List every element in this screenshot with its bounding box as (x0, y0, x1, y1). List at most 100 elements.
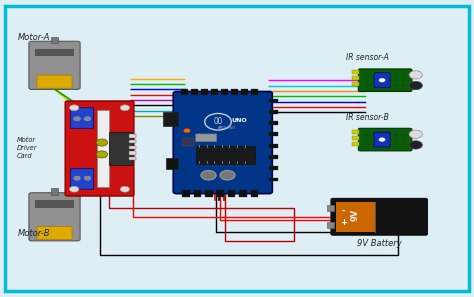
FancyBboxPatch shape (70, 169, 94, 189)
Circle shape (205, 113, 231, 130)
Bar (205, 190, 212, 197)
Bar (109, 132, 132, 165)
Text: OO: OO (213, 117, 223, 126)
Bar (97, 110, 109, 187)
Circle shape (401, 143, 404, 145)
Text: IR sensor-B: IR sensor-B (346, 113, 389, 122)
Bar (129, 157, 136, 160)
Circle shape (366, 143, 369, 145)
Circle shape (366, 139, 369, 140)
Circle shape (84, 176, 91, 180)
Circle shape (394, 143, 397, 145)
Circle shape (380, 75, 383, 77)
Circle shape (366, 134, 369, 136)
Circle shape (401, 79, 404, 81)
FancyBboxPatch shape (374, 73, 390, 88)
Circle shape (379, 138, 385, 142)
FancyBboxPatch shape (29, 41, 80, 89)
Circle shape (74, 176, 80, 180)
Circle shape (373, 75, 376, 77)
Bar (269, 121, 278, 125)
Text: 9V: 9V (351, 209, 360, 222)
Circle shape (373, 139, 376, 140)
Bar (191, 89, 198, 95)
Circle shape (401, 139, 404, 140)
Bar (327, 205, 334, 211)
FancyBboxPatch shape (196, 134, 217, 142)
FancyBboxPatch shape (37, 227, 72, 240)
Bar (51, 188, 58, 195)
Circle shape (387, 84, 390, 86)
Bar (181, 89, 188, 95)
Circle shape (394, 79, 397, 81)
Bar (250, 190, 258, 197)
Bar (352, 82, 359, 86)
Bar (269, 110, 278, 114)
Bar (211, 89, 218, 95)
Circle shape (394, 84, 397, 86)
Bar (269, 144, 278, 148)
Circle shape (120, 105, 130, 111)
Circle shape (387, 134, 390, 136)
Circle shape (69, 105, 79, 111)
FancyBboxPatch shape (331, 199, 427, 235)
Circle shape (120, 186, 130, 192)
Text: UNO: UNO (231, 118, 247, 123)
Circle shape (409, 81, 422, 90)
Circle shape (366, 84, 369, 86)
Circle shape (366, 75, 369, 77)
Bar (327, 222, 334, 228)
Circle shape (96, 139, 108, 146)
Bar (201, 89, 208, 95)
Bar (269, 178, 278, 181)
Bar (269, 155, 278, 159)
FancyBboxPatch shape (37, 75, 72, 88)
Circle shape (96, 151, 108, 158)
FancyBboxPatch shape (196, 146, 255, 164)
Bar (228, 190, 235, 197)
Circle shape (220, 170, 235, 180)
Circle shape (387, 75, 390, 77)
Bar (251, 89, 257, 95)
Circle shape (69, 186, 79, 192)
Circle shape (380, 143, 383, 145)
FancyBboxPatch shape (5, 6, 469, 291)
Bar (129, 151, 136, 155)
Circle shape (373, 143, 376, 145)
Circle shape (401, 134, 404, 136)
Circle shape (74, 117, 80, 121)
Circle shape (380, 84, 383, 86)
Text: +: + (340, 218, 347, 227)
Circle shape (409, 141, 422, 149)
Bar (231, 89, 237, 95)
Bar (129, 134, 136, 138)
Bar (352, 136, 359, 140)
Circle shape (84, 117, 91, 121)
Circle shape (394, 75, 397, 77)
Bar (352, 76, 359, 80)
Circle shape (394, 134, 397, 136)
Circle shape (401, 84, 404, 86)
Circle shape (366, 79, 369, 81)
Circle shape (183, 129, 190, 133)
Bar (239, 190, 246, 197)
Bar (182, 138, 194, 146)
Bar (216, 190, 224, 197)
Circle shape (409, 130, 422, 138)
Circle shape (373, 84, 376, 86)
Circle shape (387, 79, 390, 81)
FancyBboxPatch shape (173, 91, 272, 194)
Bar (269, 166, 278, 170)
Circle shape (201, 170, 216, 180)
Bar (35, 49, 74, 56)
Bar (352, 130, 359, 134)
Text: Motor-A: Motor-A (18, 33, 50, 42)
Bar (129, 140, 136, 143)
FancyBboxPatch shape (163, 112, 177, 126)
FancyBboxPatch shape (70, 108, 94, 128)
Text: Motor-B: Motor-B (18, 229, 50, 238)
FancyBboxPatch shape (358, 69, 412, 91)
Bar (269, 99, 278, 102)
Circle shape (379, 78, 385, 82)
Circle shape (409, 71, 422, 79)
